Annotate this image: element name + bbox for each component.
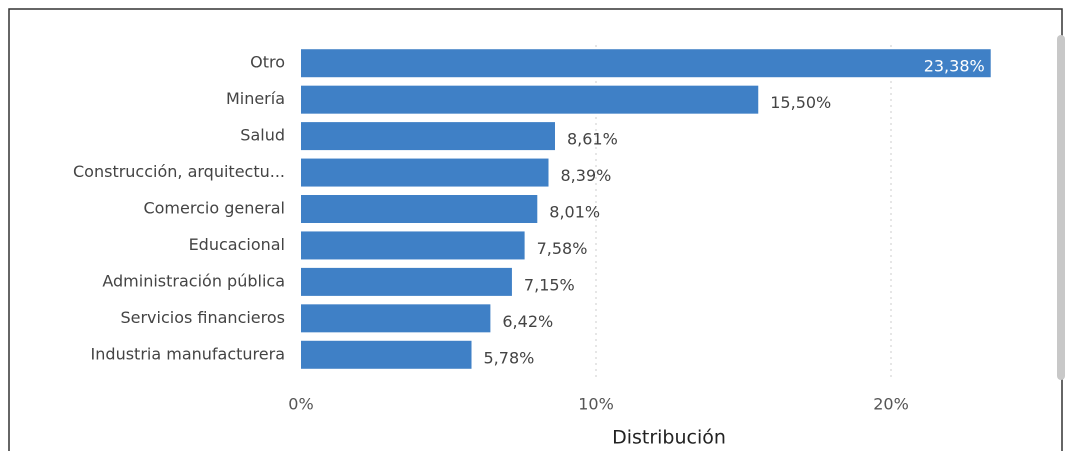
x-axis-title: Distribución: [612, 427, 726, 449]
x-tick-label: 10%: [578, 395, 614, 414]
data-label: 6,42%: [502, 312, 553, 331]
y-tick-label: Servicios financieros: [120, 308, 285, 327]
y-tick-label: Otro: [250, 53, 285, 72]
data-label: 7,15%: [524, 275, 575, 294]
bar: [301, 49, 991, 78]
bar: [301, 340, 472, 369]
data-label: 23,38%: [924, 57, 985, 76]
bar: [301, 85, 759, 114]
x-tick-label: 0%: [288, 395, 313, 414]
data-label: 7,58%: [537, 239, 588, 258]
y-tick-label: Minería: [226, 89, 285, 108]
scrollbar[interactable]: [1057, 35, 1065, 380]
bar: [301, 231, 525, 260]
y-tick-label: Administración pública: [102, 271, 285, 290]
x-tick-label: 20%: [873, 395, 909, 414]
y-tick-label: Comercio general: [143, 199, 285, 218]
data-label: 8,39%: [561, 166, 612, 185]
bar: [301, 267, 512, 296]
bar: [301, 195, 538, 223]
bar: [301, 158, 549, 187]
y-tick-label: Salud: [240, 126, 285, 145]
data-label: 8,61%: [567, 130, 618, 149]
y-tick-label: Construcción, arquitectu...: [73, 162, 285, 181]
data-label: 15,50%: [770, 93, 831, 112]
y-tick-label: Industria manufacturera: [91, 344, 285, 363]
data-label: 5,78%: [484, 348, 535, 367]
bar: [301, 122, 555, 151]
y-tick-label: Educacional: [189, 235, 285, 254]
data-label: 8,01%: [549, 203, 600, 222]
bar: [301, 304, 491, 333]
